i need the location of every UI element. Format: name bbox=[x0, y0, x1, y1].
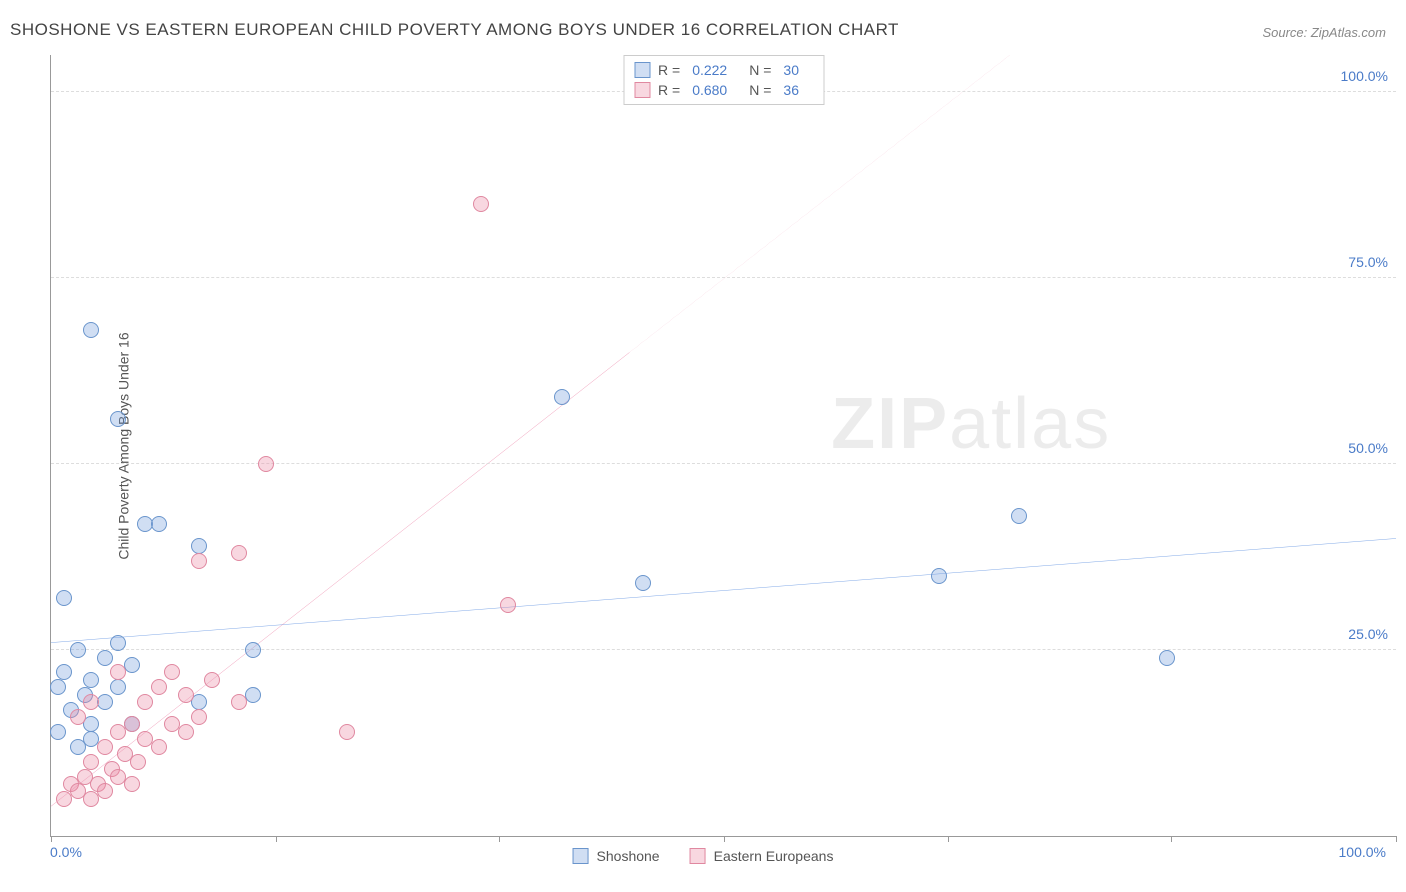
data-point bbox=[110, 679, 126, 695]
series-legend: Shoshone Eastern Europeans bbox=[573, 848, 834, 864]
data-point bbox=[137, 694, 153, 710]
y-tick-label: 75.0% bbox=[1348, 254, 1388, 270]
n-label: N = bbox=[749, 82, 771, 98]
correlation-legend-row: R = 0.222 N = 30 bbox=[634, 60, 813, 80]
series-legend-label: Eastern Europeans bbox=[714, 848, 834, 864]
data-point bbox=[204, 672, 220, 688]
data-point bbox=[178, 724, 194, 740]
series-legend-item: Shoshone bbox=[573, 848, 660, 864]
source-attribution: Source: ZipAtlas.com bbox=[1262, 25, 1386, 40]
data-point bbox=[231, 545, 247, 561]
data-point bbox=[554, 389, 570, 405]
correlation-legend-row: R = 0.680 N = 36 bbox=[634, 80, 813, 100]
data-point bbox=[500, 597, 516, 613]
x-axis-max-label: 100.0% bbox=[1339, 844, 1386, 860]
series-legend-label: Shoshone bbox=[597, 848, 660, 864]
data-point bbox=[191, 694, 207, 710]
x-tick bbox=[948, 836, 949, 842]
chart-title: SHOSHONE VS EASTERN EUROPEAN CHILD POVER… bbox=[10, 20, 899, 40]
data-point bbox=[151, 516, 167, 532]
data-point bbox=[245, 642, 261, 658]
y-tick-label: 50.0% bbox=[1348, 440, 1388, 456]
data-point bbox=[97, 783, 113, 799]
trend-lines-layer bbox=[51, 55, 1396, 836]
data-point bbox=[110, 635, 126, 651]
data-point bbox=[191, 538, 207, 554]
data-point bbox=[931, 568, 947, 584]
data-point bbox=[473, 196, 489, 212]
r-label: R = bbox=[658, 62, 680, 78]
x-tick bbox=[499, 836, 500, 842]
watermark-bold: ZIP bbox=[831, 384, 949, 464]
data-point bbox=[56, 590, 72, 606]
data-point bbox=[130, 754, 146, 770]
series-legend-item: Eastern Europeans bbox=[690, 848, 834, 864]
data-point bbox=[178, 687, 194, 703]
x-tick bbox=[276, 836, 277, 842]
data-point bbox=[231, 694, 247, 710]
data-point bbox=[1159, 650, 1175, 666]
data-point bbox=[83, 694, 99, 710]
x-tick bbox=[51, 836, 52, 842]
data-point bbox=[97, 650, 113, 666]
x-tick bbox=[1171, 836, 1172, 842]
r-label: R = bbox=[658, 82, 680, 98]
data-point bbox=[83, 754, 99, 770]
plot-area: ZIPatlas R = 0.222 N = 30 R = 0.680 N = 36 25.0… bbox=[50, 55, 1396, 837]
legend-swatch bbox=[634, 82, 650, 98]
data-point bbox=[83, 322, 99, 338]
data-point bbox=[110, 664, 126, 680]
data-point bbox=[339, 724, 355, 740]
gridline bbox=[51, 277, 1396, 278]
gridline bbox=[51, 463, 1396, 464]
data-point bbox=[70, 642, 86, 658]
source-prefix: Source: bbox=[1262, 25, 1310, 40]
x-tick bbox=[724, 836, 725, 842]
data-point bbox=[110, 411, 126, 427]
y-tick-label: 100.0% bbox=[1341, 68, 1388, 84]
x-tick bbox=[1396, 836, 1397, 842]
data-point bbox=[164, 664, 180, 680]
data-point bbox=[83, 672, 99, 688]
data-point bbox=[191, 709, 207, 725]
x-axis-min-label: 0.0% bbox=[50, 844, 82, 860]
trend-line bbox=[51, 538, 1396, 642]
data-point bbox=[258, 456, 274, 472]
data-point bbox=[50, 679, 66, 695]
correlation-legend: R = 0.222 N = 30 R = 0.680 N = 36 bbox=[623, 55, 824, 105]
legend-swatch bbox=[690, 848, 706, 864]
data-point bbox=[83, 716, 99, 732]
source-name: ZipAtlas.com bbox=[1311, 25, 1386, 40]
data-point bbox=[70, 709, 86, 725]
data-point bbox=[124, 776, 140, 792]
legend-swatch bbox=[573, 848, 589, 864]
r-value: 0.222 bbox=[692, 62, 727, 78]
n-label: N = bbox=[749, 62, 771, 78]
r-value: 0.680 bbox=[692, 82, 727, 98]
legend-swatch bbox=[634, 62, 650, 78]
data-point bbox=[151, 739, 167, 755]
data-point bbox=[635, 575, 651, 591]
data-point bbox=[124, 716, 140, 732]
data-point bbox=[151, 679, 167, 695]
watermark: ZIPatlas bbox=[831, 383, 1111, 465]
n-value: 36 bbox=[783, 82, 799, 98]
watermark-light: atlas bbox=[949, 384, 1111, 464]
data-point bbox=[56, 664, 72, 680]
n-value: 30 bbox=[783, 62, 799, 78]
data-point bbox=[191, 553, 207, 569]
chart-container: SHOSHONE VS EASTERN EUROPEAN CHILD POVER… bbox=[0, 0, 1406, 892]
data-point bbox=[1011, 508, 1027, 524]
data-point bbox=[50, 724, 66, 740]
y-tick-label: 25.0% bbox=[1348, 626, 1388, 642]
data-point bbox=[97, 739, 113, 755]
